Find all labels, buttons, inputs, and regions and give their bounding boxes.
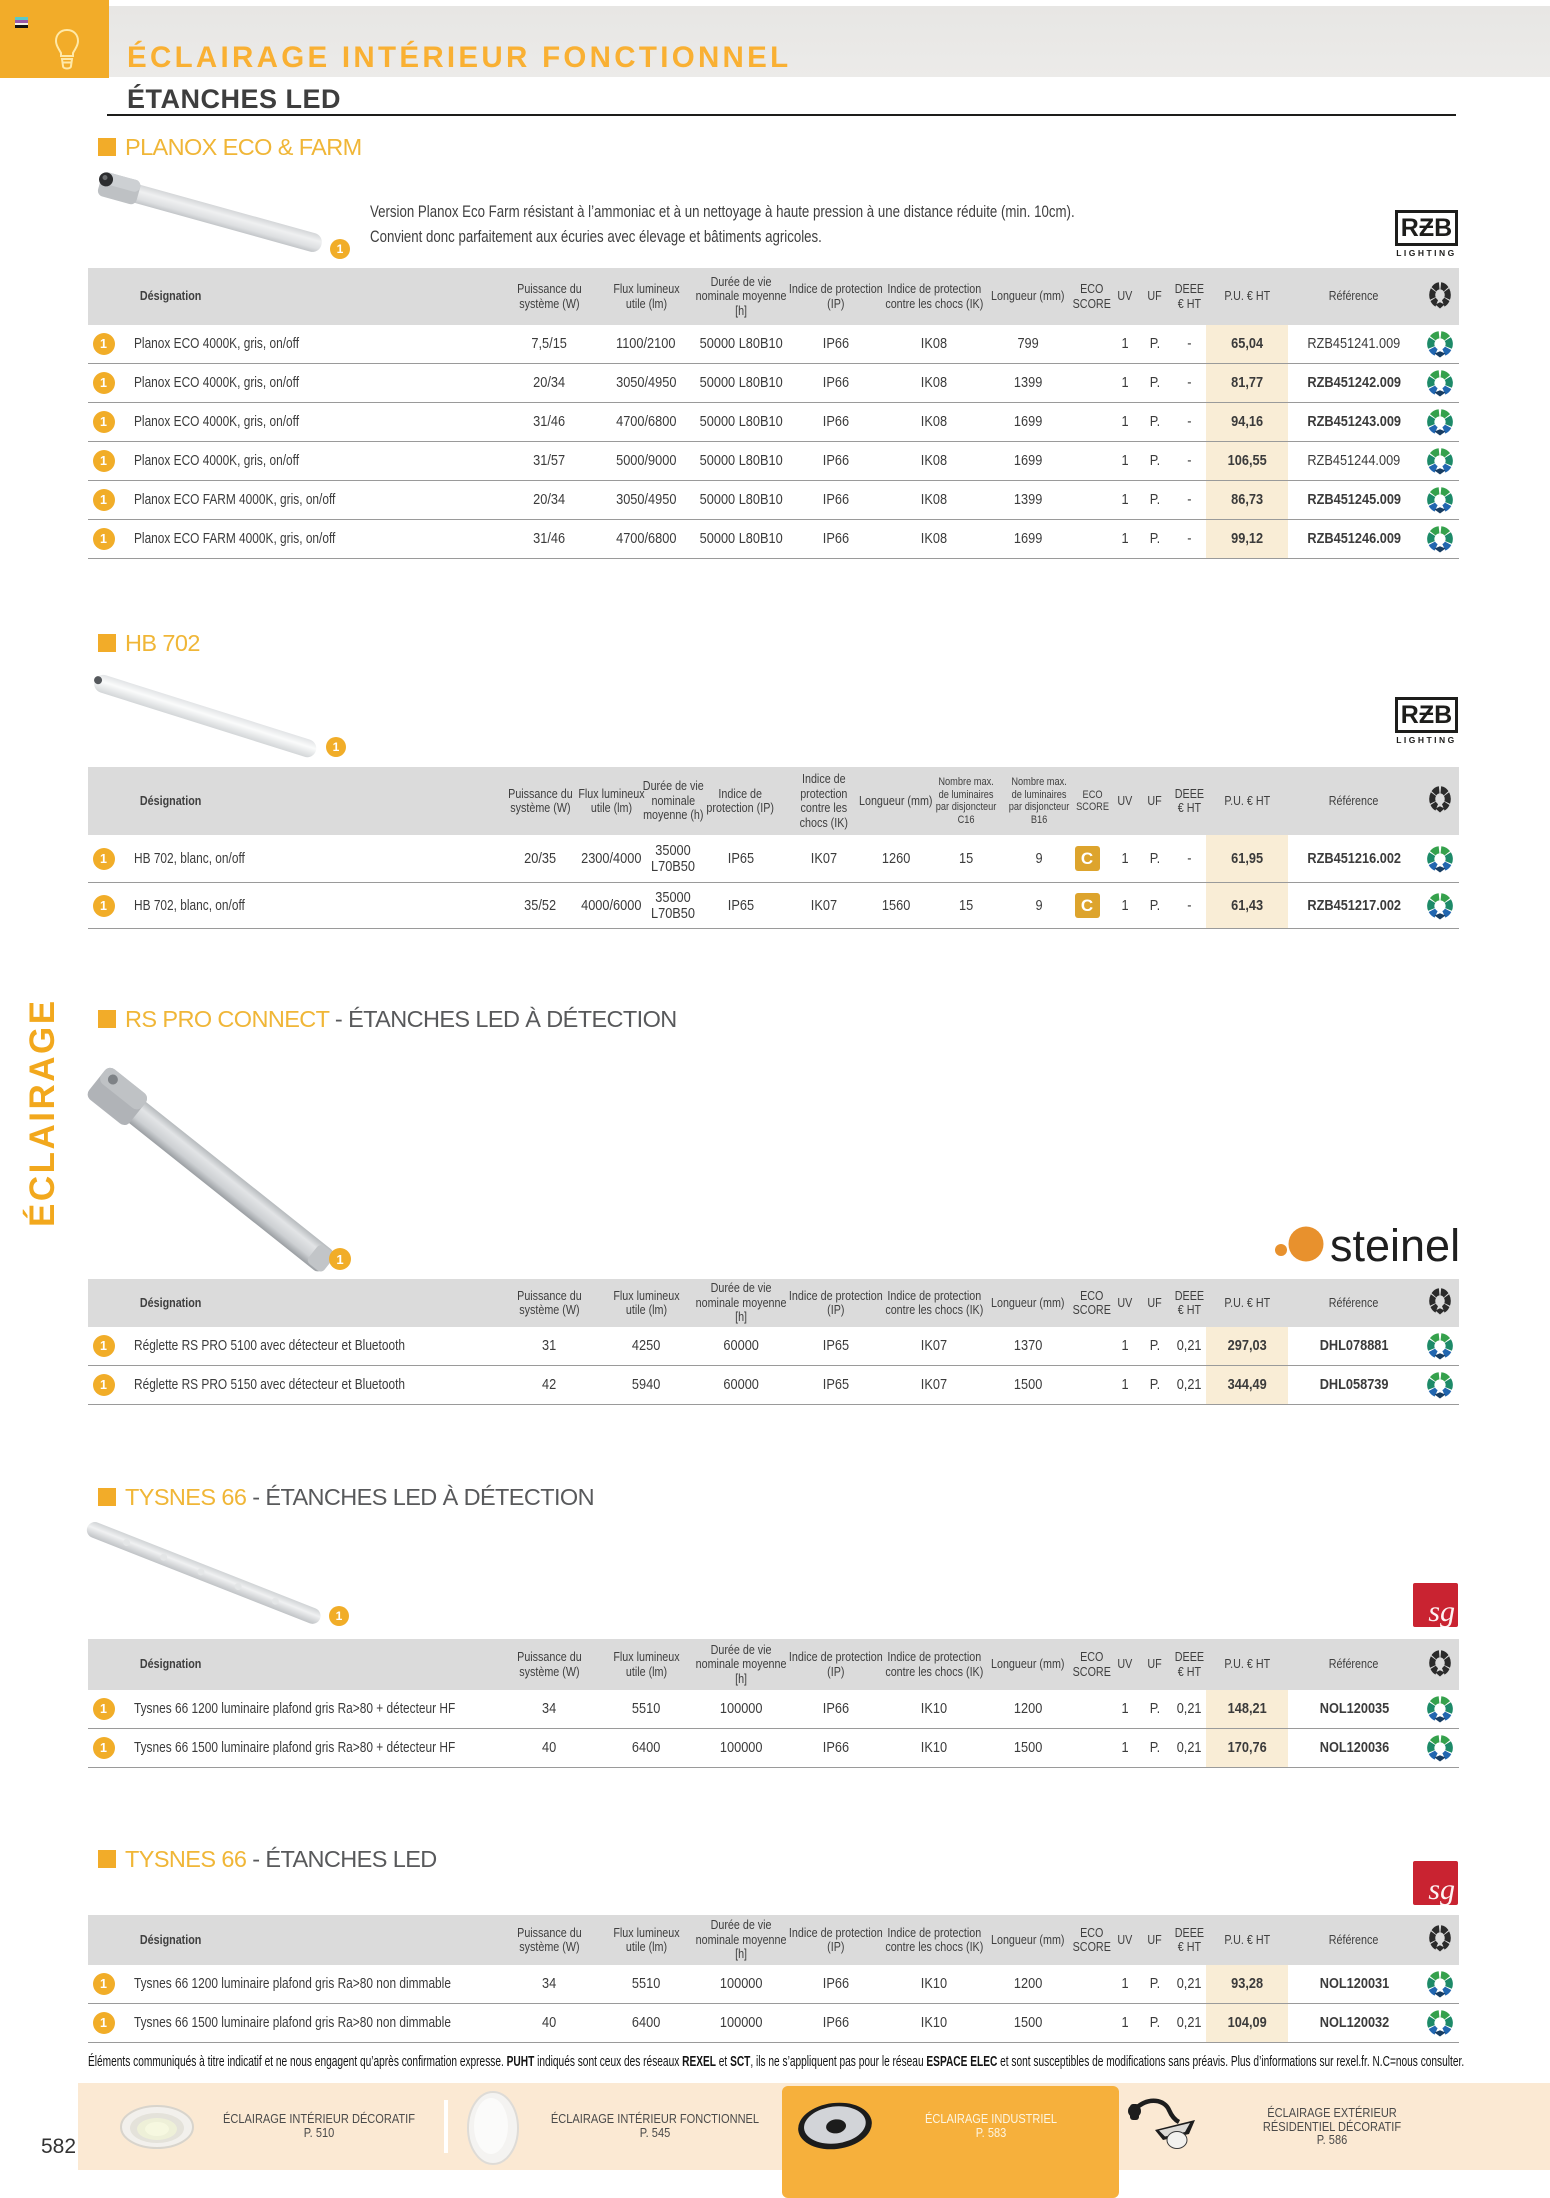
svg-text:steinel: steinel xyxy=(1330,1222,1460,1270)
